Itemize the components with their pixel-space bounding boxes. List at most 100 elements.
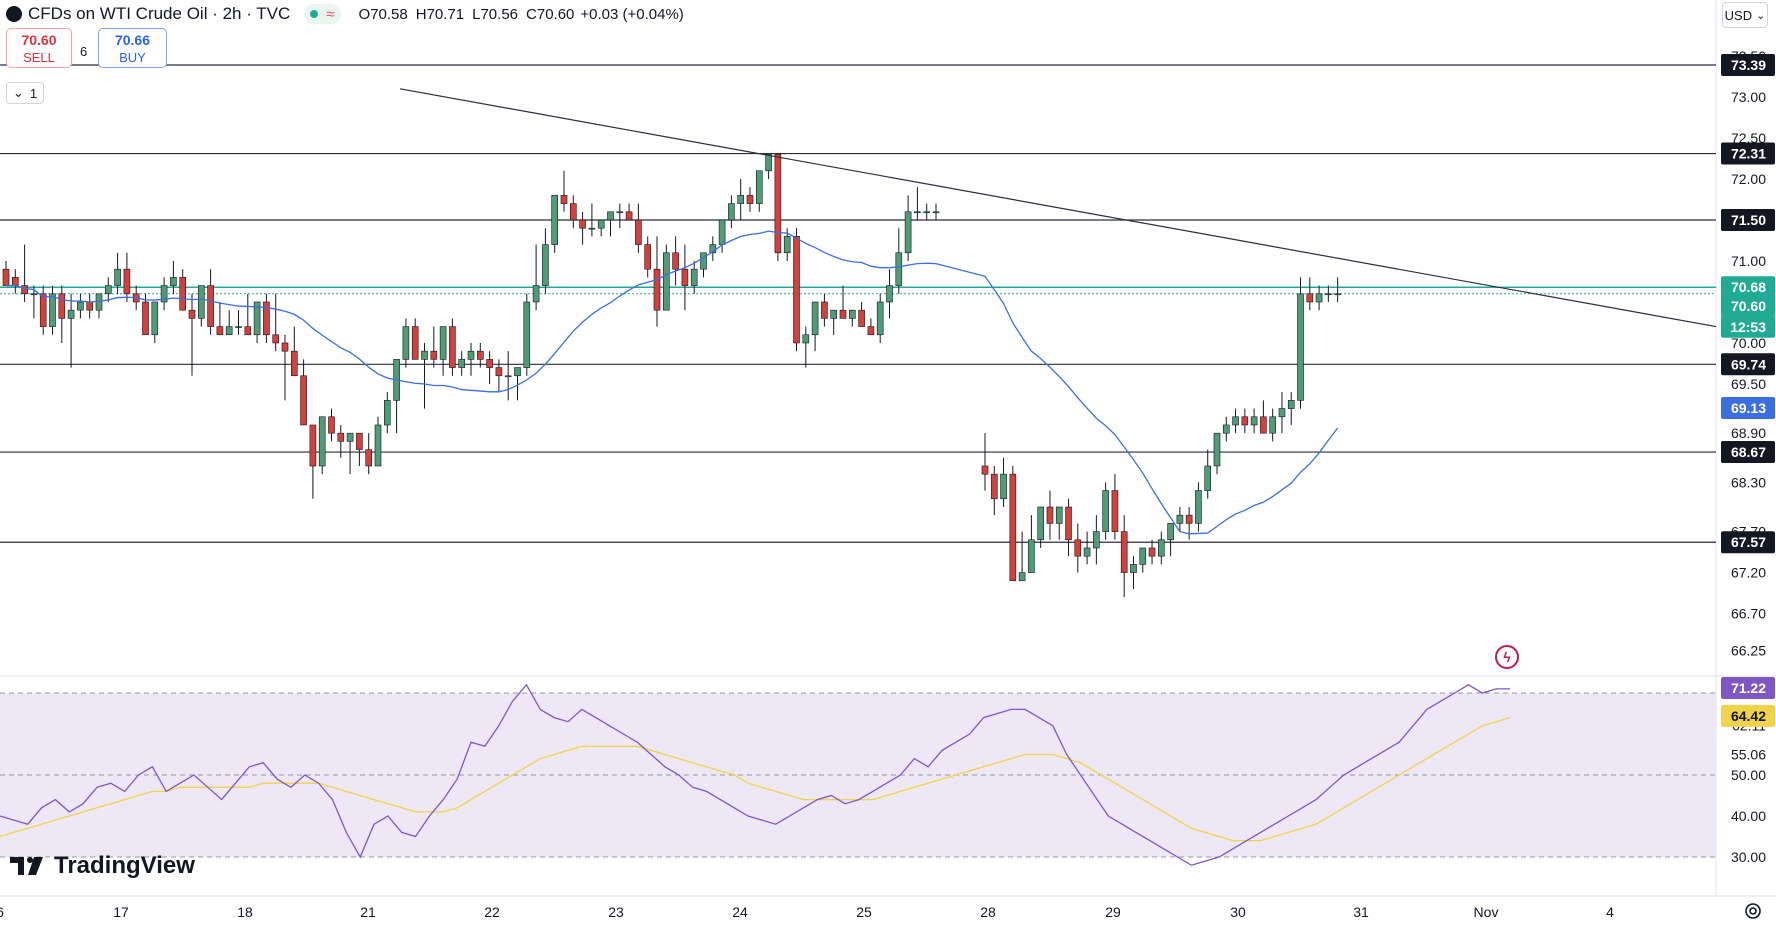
rsi-tick-label: 40.00 bbox=[1731, 808, 1766, 824]
candle-down bbox=[774, 154, 782, 254]
candle-down bbox=[21, 285, 28, 295]
candle-down bbox=[411, 326, 419, 360]
candle-up bbox=[458, 359, 466, 368]
candle-up bbox=[616, 211, 624, 214]
candle-up bbox=[439, 326, 447, 360]
candle-down bbox=[290, 350, 298, 377]
candle-up bbox=[77, 301, 84, 311]
candle-down bbox=[309, 424, 317, 467]
price-tick-label: 66.70 bbox=[1731, 606, 1766, 622]
green-level-badge-bg bbox=[1721, 276, 1775, 299]
time-tick-label: 25 bbox=[856, 904, 872, 920]
price-tick-label: 73.00 bbox=[1731, 89, 1766, 105]
time-tick-label: 17 bbox=[113, 904, 129, 920]
candle-up bbox=[1204, 465, 1212, 491]
rsi-tick-label: 50.00 bbox=[1731, 767, 1766, 783]
candle-up bbox=[198, 285, 205, 319]
rsi-value-badge-bg bbox=[1721, 676, 1775, 699]
candle-up bbox=[1213, 432, 1221, 467]
candle-down bbox=[216, 326, 224, 336]
symbol-title[interactable]: CFDs on WTI Crude Oil · 2h · TVC bbox=[28, 4, 291, 23]
ma-value-badge: 69.13 bbox=[1731, 400, 1766, 416]
ma-value-badge-bg bbox=[1721, 397, 1775, 419]
chevron-down-icon: ⌄ bbox=[12, 85, 24, 100]
market-status-pill[interactable]: ≈ bbox=[304, 4, 341, 24]
candle-up bbox=[402, 326, 410, 360]
candle-down bbox=[2, 268, 10, 286]
candle-up bbox=[67, 309, 75, 319]
currency-selector[interactable]: USD ⌄ bbox=[1722, 2, 1768, 28]
candle-down bbox=[12, 277, 19, 286]
candle-down bbox=[746, 195, 754, 204]
candle-down bbox=[337, 432, 345, 442]
time-tick-label: 22 bbox=[484, 904, 500, 920]
candle-up bbox=[253, 301, 261, 336]
countdown-badge: 12:53 bbox=[1730, 319, 1766, 335]
candle-down bbox=[1241, 416, 1249, 426]
candle-up bbox=[1130, 564, 1137, 573]
candle-down bbox=[1009, 473, 1017, 582]
buy-button[interactable]: 70.66 BUY bbox=[98, 28, 167, 68]
candle-up bbox=[755, 170, 763, 204]
tradingview-logo[interactable]: TradingView bbox=[10, 852, 195, 879]
candle-down bbox=[569, 203, 577, 221]
candle-down bbox=[476, 350, 484, 360]
time-tick-label: 24 bbox=[732, 904, 748, 920]
candle-up bbox=[811, 301, 819, 336]
price-tick-label: 66.25 bbox=[1731, 642, 1766, 658]
candle-up bbox=[1083, 547, 1091, 557]
rsi-ma-line bbox=[0, 716, 1511, 842]
candle-down bbox=[1065, 506, 1072, 541]
indicator-toggle[interactable]: ⌄ 1 bbox=[6, 82, 44, 104]
candle-up bbox=[1195, 490, 1202, 524]
candle-up bbox=[1269, 416, 1276, 434]
candle-down bbox=[188, 309, 196, 319]
ohlc-change: +0.03 (+0.04%) bbox=[580, 5, 684, 23]
candle-up bbox=[1278, 408, 1286, 418]
currency-label: USD bbox=[1724, 7, 1753, 23]
candle-up bbox=[923, 211, 931, 214]
candle-up bbox=[1139, 547, 1147, 565]
sell-button[interactable]: 70.60 SELL bbox=[6, 28, 72, 68]
candle-down bbox=[981, 465, 989, 475]
candle-up bbox=[383, 400, 391, 426]
candle-down bbox=[356, 432, 363, 450]
price-tick-label: 67.20 bbox=[1731, 565, 1766, 581]
time-tick-label: 30 bbox=[1230, 904, 1246, 920]
candle-down bbox=[142, 301, 149, 336]
symbol-icon bbox=[6, 6, 22, 22]
candle-up bbox=[1158, 539, 1165, 557]
candle-up bbox=[1222, 424, 1230, 434]
level-badge: 69.74 bbox=[1731, 356, 1766, 372]
candle-down bbox=[1185, 514, 1193, 524]
level-badge: 72.31 bbox=[1731, 146, 1766, 162]
level-badge-bg bbox=[1721, 142, 1775, 165]
candle-up bbox=[421, 350, 428, 360]
rsi-tick-label: 30.00 bbox=[1731, 849, 1766, 865]
indicator-toggle-count: 1 bbox=[29, 85, 38, 101]
candle-up bbox=[1287, 400, 1295, 409]
candle-up bbox=[170, 277, 177, 286]
candle-up bbox=[848, 309, 856, 319]
candle-up bbox=[114, 268, 121, 286]
candle-up bbox=[1250, 416, 1258, 426]
candle-down bbox=[644, 244, 652, 270]
level-badge-bg bbox=[1721, 441, 1775, 464]
rsi-ma-value-badge-bg bbox=[1721, 704, 1775, 727]
candle-up bbox=[1102, 490, 1109, 532]
candle-down bbox=[672, 252, 679, 270]
ohlc-high: H70.71 bbox=[415, 5, 465, 23]
rsi-tick-label: 55.06 bbox=[1731, 746, 1766, 762]
sell-label: SELL bbox=[23, 50, 55, 65]
candle-down bbox=[579, 219, 586, 229]
time-tick-label: 4 bbox=[1606, 904, 1614, 920]
candle-up bbox=[1093, 531, 1100, 549]
candle-down bbox=[263, 301, 270, 336]
price-tick-label: 69.50 bbox=[1731, 376, 1766, 392]
settings-gear-icon[interactable] bbox=[1742, 900, 1764, 922]
candle-up bbox=[504, 375, 512, 378]
event-lightning-icon[interactable]: ϟ bbox=[1495, 645, 1519, 669]
level-badge-bg bbox=[1721, 54, 1775, 76]
